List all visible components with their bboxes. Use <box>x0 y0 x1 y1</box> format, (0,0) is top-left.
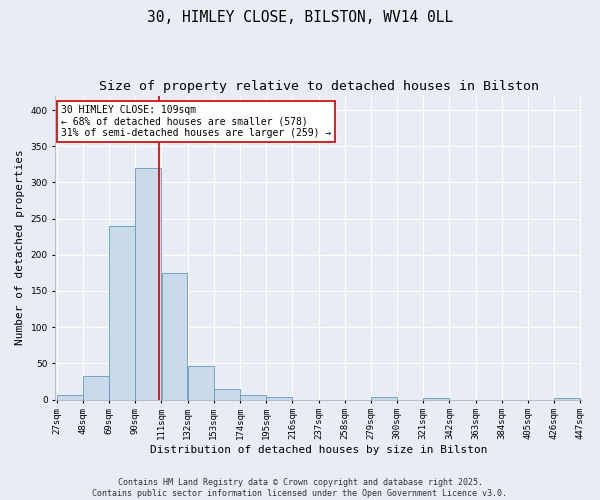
Bar <box>109 226 135 400</box>
Y-axis label: Number of detached properties: Number of detached properties <box>15 150 25 346</box>
Bar <box>57 395 83 400</box>
Text: 30, HIMLEY CLOSE, BILSTON, WV14 0LL: 30, HIMLEY CLOSE, BILSTON, WV14 0LL <box>147 10 453 25</box>
Bar <box>136 168 161 400</box>
Text: Contains HM Land Registry data © Crown copyright and database right 2025.
Contai: Contains HM Land Registry data © Crown c… <box>92 478 508 498</box>
X-axis label: Distribution of detached houses by size in Bilston: Distribution of detached houses by size … <box>150 445 487 455</box>
Bar <box>240 395 266 400</box>
Bar <box>424 398 449 400</box>
Bar <box>554 398 580 400</box>
Text: 30 HIMLEY CLOSE: 109sqm
← 68% of detached houses are smaller (578)
31% of semi-d: 30 HIMLEY CLOSE: 109sqm ← 68% of detache… <box>61 104 331 138</box>
Bar <box>266 396 292 400</box>
Title: Size of property relative to detached houses in Bilston: Size of property relative to detached ho… <box>98 80 539 93</box>
Bar <box>214 388 240 400</box>
Bar <box>188 366 214 400</box>
Bar <box>371 396 397 400</box>
Bar <box>161 273 187 400</box>
Bar <box>83 376 109 400</box>
